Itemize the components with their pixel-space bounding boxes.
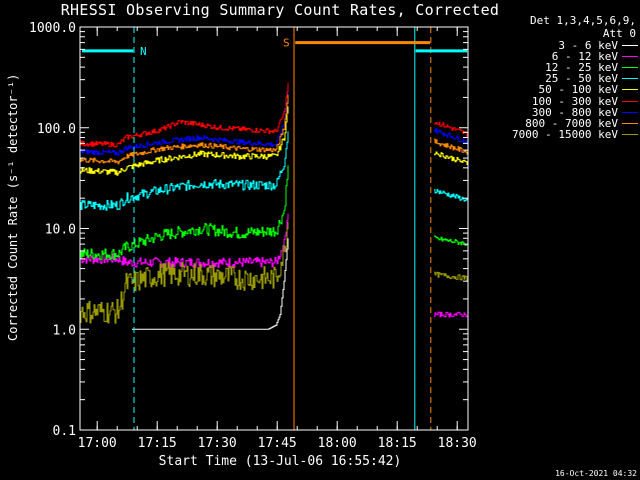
legend-entry-4: 25 - 50 keV [480,72,638,86]
y-tick-label-2: 1.0 [53,323,76,338]
x-tick-label-1: 17:00 [78,436,117,451]
series-line-5 [80,106,289,176]
series-line-9 [80,221,289,324]
legend: Det 1,3,4,5,6,9, Att 0 3 - 6 keV 6 - 12 k… [480,14,638,141]
legend-label: 25 - 50 keV [545,72,618,86]
legend-swatch [622,133,638,135]
legend-swatch [622,100,638,102]
series-line-7 [80,92,289,156]
chart-title: RHESSI Observing Summary Count Rates, Co… [60,1,500,19]
legend-header-1: Det 1,3,4,5,6,9, [530,14,636,27]
series-line-6 [80,82,289,148]
legend-swatch [622,122,638,124]
x-tick-label-4: 17:45 [258,436,297,451]
x-tick-label-7: 18:30 [438,436,477,451]
series-line-3 [80,165,289,261]
series-after-line-7 [434,271,469,281]
series-after-line-4 [434,151,469,166]
legend-label: 800 - 7000 keV [525,116,618,130]
legend-swatch [622,56,638,58]
legend-swatch [622,45,638,47]
series-after-line-3 [434,138,469,155]
series-after-line-8 [434,311,469,318]
legend-swatch [622,78,638,80]
legend-label: 50 - 100 keV [538,83,618,97]
series-line-1 [132,238,289,330]
marker-label-s: S [283,37,290,50]
legend-swatch [622,111,638,113]
y-tick-label-5: 1000.0 [29,21,76,36]
y-tick-label-4: 100.0 [37,122,76,137]
legend-entry-1: 3 - 6 keV [480,39,638,53]
legend-entry-8: 800 - 7000 keV [480,116,638,130]
legend-entry-2: 6 - 12 keV [480,50,638,64]
x-tick-label-5: 18:00 [318,436,357,451]
legend-swatch [622,67,638,69]
legend-label: 6 - 12 keV [551,50,618,64]
legend-label: 12 - 25 keV [545,61,618,75]
series-line-4 [80,131,289,211]
legend-label: 7000 - 15000 keV [512,127,618,141]
legend-label: 100 - 300 keV [531,94,618,108]
legend-label: 300 - 800 keV [531,105,618,119]
legend-entry-3: 12 - 25 keV [480,61,638,75]
legend-swatch [622,89,638,91]
series-after-line-2 [434,128,469,145]
legend-entry-5: 50 - 100 keV [480,83,638,97]
x-axis-label: Start Time (13-Jul-06 16:55:42) [158,454,402,469]
x-tick-label-3: 17:30 [198,436,237,451]
series-line-8 [80,94,289,165]
y-axis-label: Corrected Count Rate (s⁻¹ detector⁻¹) [6,73,20,341]
x-tick-label-2: 17:15 [138,436,177,451]
series-after-line-5 [434,189,469,202]
y-tick-label-3: 10.0 [45,223,76,238]
legend-header-2: Att 0 [602,27,636,40]
legend-entry-9: 7000 - 15000 keV [480,127,638,141]
y-tick-label-1: 0.1 [53,424,76,439]
marker-label-n: N [140,45,147,58]
series-after-line-6 [434,235,469,247]
series-after-line-1 [434,121,469,137]
legend-label: 3 - 6 keV [558,39,618,53]
x-tick-label-6: 18:15 [378,436,417,451]
legend-entry-7: 300 - 800 keV [480,105,638,119]
timestamp-footer: 16-Oct-2021 04:32 [555,469,637,478]
legend-entry-6: 100 - 300 keV [480,94,638,108]
